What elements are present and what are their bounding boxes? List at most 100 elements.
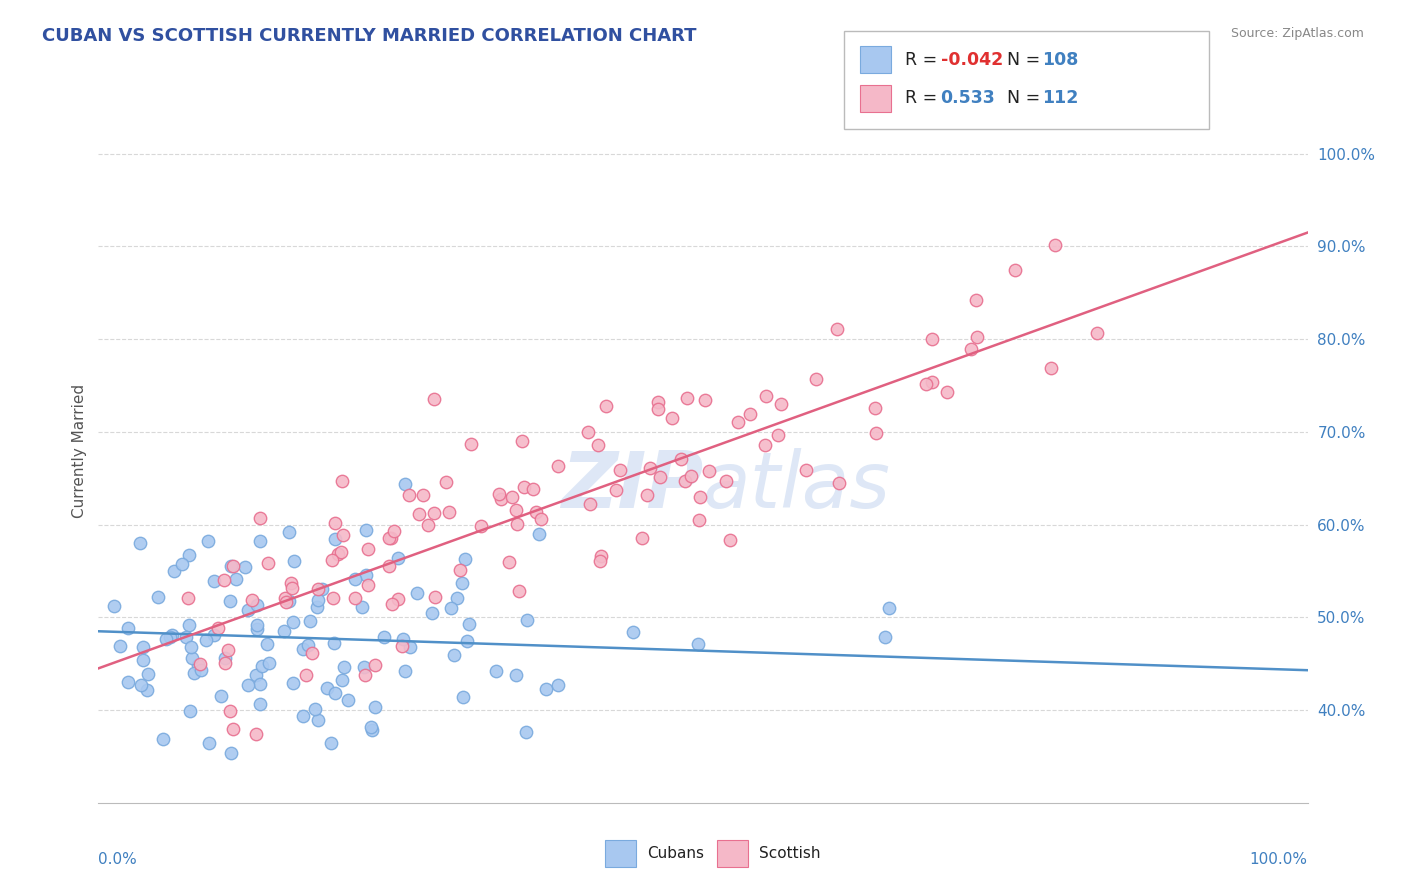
Point (669, 452, 692, 467)
Point (219, 594, 242, 608)
Point (177, 548, 200, 562)
Point (333, 660, 356, 674)
Point (350, 599, 373, 614)
Point (364, 699, 387, 714)
Point (245, 668, 267, 682)
Point (547, 458, 569, 473)
Point (361, 723, 384, 737)
Point (343, 591, 366, 605)
Point (249, 533, 271, 548)
Point (382, 524, 405, 539)
Text: Source: ZipAtlas.com: Source: ZipAtlas.com (1230, 27, 1364, 40)
Text: ZIP: ZIP (561, 448, 703, 524)
Point (675, 391, 697, 405)
Point (222, 558, 245, 573)
Point (595, 399, 617, 413)
Point (117, 622, 139, 636)
Text: N =: N = (1007, 89, 1046, 107)
Point (828, 476, 851, 491)
Point (330, 545, 353, 559)
Point (202, 574, 225, 588)
Point (219, 746, 242, 760)
Point (233, 560, 256, 574)
Point (630, 532, 652, 546)
Point (177, 591, 200, 605)
Point (129, 536, 152, 550)
Point (148, 590, 170, 604)
Point (485, 664, 508, 678)
Point (399, 640, 422, 655)
Point (332, 528, 354, 542)
Point (714, 474, 737, 488)
Point (921, 375, 943, 389)
Text: -0.042: -0.042 (941, 51, 1002, 69)
Point (387, 550, 409, 565)
Point (246, 598, 269, 612)
Point (297, 638, 319, 652)
Point (170, 557, 193, 571)
Point (679, 468, 702, 483)
Point (181, 651, 204, 665)
Point (806, 372, 828, 386)
Point (825, 322, 848, 336)
Point (136, 667, 159, 681)
Point (576, 425, 599, 439)
Point (506, 517, 529, 532)
Point (129, 678, 152, 692)
Point (283, 554, 305, 568)
Point (135, 683, 157, 698)
Point (207, 621, 229, 635)
Point (586, 438, 609, 452)
Point (673, 475, 696, 489)
Point (524, 505, 547, 519)
Point (661, 411, 683, 425)
Point (460, 437, 482, 451)
Point (353, 659, 375, 673)
Point (391, 632, 413, 647)
Point (470, 519, 492, 533)
Point (966, 330, 988, 344)
Point (1045, 237, 1067, 252)
Point (307, 599, 329, 614)
Point (508, 583, 530, 598)
Point (688, 637, 710, 651)
Point (505, 503, 527, 517)
Point (357, 541, 380, 556)
Point (516, 613, 538, 627)
Point (875, 630, 897, 644)
Point (935, 385, 957, 400)
Point (394, 477, 416, 491)
Text: atlas: atlas (703, 448, 891, 524)
Point (377, 558, 399, 573)
Point (295, 668, 318, 682)
Point (921, 332, 943, 346)
Point (236, 678, 259, 692)
Point (330, 673, 353, 687)
Point (323, 686, 346, 700)
Point (501, 490, 523, 504)
Point (391, 639, 413, 653)
Text: 0.533: 0.533 (941, 89, 995, 107)
Point (527, 526, 550, 541)
Point (117, 675, 139, 690)
Point (160, 628, 183, 642)
Y-axis label: Currently Married: Currently Married (72, 384, 87, 517)
Point (291, 709, 314, 723)
Text: R =: R = (905, 51, 943, 69)
Point (325, 532, 347, 546)
Point (301, 646, 323, 660)
Point (103, 599, 125, 613)
Text: N =: N = (1007, 51, 1046, 69)
Point (212, 574, 235, 588)
Point (754, 388, 776, 402)
Point (132, 653, 155, 667)
Point (640, 461, 662, 475)
Point (387, 592, 409, 607)
Point (277, 594, 299, 608)
Point (214, 651, 236, 665)
Point (515, 725, 537, 739)
Point (259, 656, 281, 670)
Point (863, 401, 886, 415)
Point (225, 572, 247, 586)
Point (636, 488, 658, 502)
